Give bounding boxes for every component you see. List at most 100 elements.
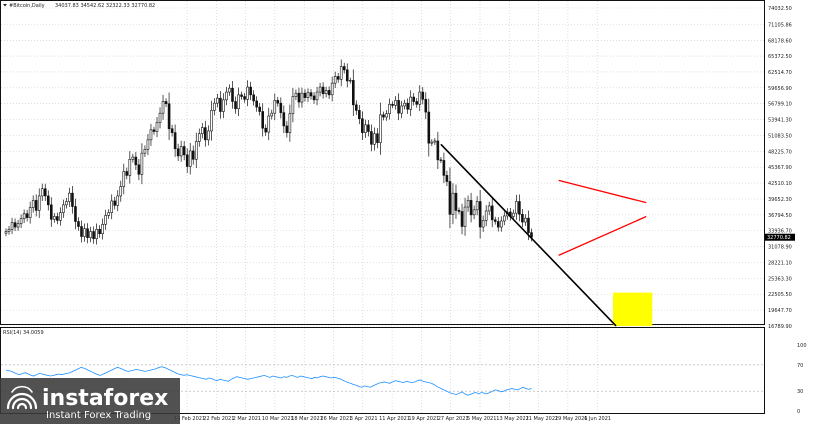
candle — [237, 87, 240, 117]
candle-body-bull — [188, 150, 192, 167]
candle — [327, 86, 331, 99]
rsi-level-label: 100 — [797, 343, 807, 349]
instaforex-logo-icon — [6, 385, 38, 410]
candle-body-bull — [140, 152, 144, 175]
triangle-upper-line[interactable] — [558, 179, 647, 204]
candle — [460, 203, 464, 235]
candle-body-bull — [409, 96, 412, 110]
candle-body-bear — [74, 206, 77, 222]
candle — [225, 86, 228, 106]
candle-body-bull — [62, 204, 65, 213]
candle-body-bull — [119, 186, 123, 197]
price-tick-label: 22505.50 — [768, 292, 792, 298]
candle — [143, 145, 147, 158]
price-tick-label: 16789.90 — [768, 324, 792, 330]
candle-body-bull — [65, 201, 68, 206]
candle-body-bull — [418, 91, 422, 105]
watermark-tagline: Instant Forex Trading — [46, 410, 151, 421]
candle — [318, 82, 322, 97]
target-zone-box[interactable] — [613, 292, 653, 326]
candle-body-bear — [240, 94, 243, 97]
candle — [49, 197, 53, 227]
price-tick-label: 48225.70 — [768, 149, 792, 155]
candle — [439, 157, 443, 164]
candle — [258, 103, 261, 116]
rsi-level-label: 0 — [797, 409, 800, 415]
candle — [140, 143, 144, 185]
descending-trendline[interactable] — [440, 143, 617, 327]
candle — [10, 217, 14, 235]
candle-body-bull — [37, 195, 41, 211]
candle-body-bull — [225, 91, 228, 101]
time-tick-label: 3 Apr 2021 — [350, 416, 378, 422]
candle — [34, 194, 38, 217]
candle — [282, 105, 286, 134]
candle — [493, 216, 497, 225]
price-tick-label: 36794.50 — [768, 213, 792, 219]
candle-body-bull — [294, 92, 298, 97]
candle-body-bear — [367, 124, 370, 132]
candle — [216, 93, 219, 108]
candle-body-bear — [252, 94, 255, 102]
candle — [25, 209, 29, 222]
candle — [279, 97, 283, 119]
price-tick-label: 74032.50 — [768, 6, 792, 12]
triangle-lower-line[interactable] — [558, 215, 647, 256]
dropdown-arrow-icon[interactable] — [3, 4, 7, 7]
candle-body-bull — [83, 228, 86, 237]
candle-body-bull — [40, 188, 44, 197]
watermark-bg — [0, 378, 180, 424]
candle — [502, 211, 506, 226]
candle-body-bull — [110, 200, 113, 213]
candle — [309, 88, 313, 100]
time-tick-label: 13 May 2021 — [496, 416, 529, 422]
candle — [442, 152, 446, 184]
candle — [56, 212, 59, 225]
candle — [330, 76, 334, 102]
overlays[interactable] — [440, 143, 653, 327]
candle-body-bear — [176, 148, 180, 157]
candle-body-bear — [219, 97, 222, 112]
candle — [107, 209, 110, 219]
candle — [496, 217, 500, 232]
candle — [451, 183, 455, 225]
candle-body-bull — [53, 216, 56, 220]
candle — [128, 151, 132, 184]
candle — [197, 128, 201, 147]
ohlc-values: 34037.83 34542.62 32322.33 32770.82 — [55, 3, 155, 9]
candle-body-bear — [173, 132, 177, 150]
rsi-series — [5, 366, 532, 396]
candle-body-bear — [406, 102, 409, 110]
candle-body-bull — [194, 141, 198, 160]
candle-body-bear — [457, 210, 461, 212]
candle — [394, 96, 397, 110]
candle — [306, 88, 310, 102]
time-tick-label: 27 Apr 2021 — [438, 416, 469, 422]
candle-body-bear — [376, 133, 379, 143]
candle-body-bull — [433, 140, 437, 143]
candle — [469, 192, 473, 223]
candle — [191, 145, 195, 165]
candle-body-bear — [355, 104, 358, 111]
candle-body-bull — [388, 103, 391, 115]
candle-body-bull — [207, 130, 210, 141]
candle — [252, 90, 255, 106]
candle — [524, 214, 527, 226]
candle-body-bull — [394, 100, 397, 106]
candle-body-bear — [391, 103, 394, 106]
candle-body-bear — [49, 204, 53, 220]
candle — [113, 196, 117, 210]
candle-body-bull — [155, 122, 159, 132]
candle — [370, 124, 373, 152]
candle-body-bear — [279, 102, 283, 113]
candle-body-bull — [400, 105, 403, 114]
candle-body-bull — [201, 127, 204, 135]
candle — [249, 81, 252, 101]
candle-body-bull — [59, 212, 62, 221]
candle — [125, 167, 129, 180]
candle-body-bull — [128, 158, 132, 176]
candle — [424, 92, 428, 120]
candle-body-bear — [182, 146, 186, 156]
